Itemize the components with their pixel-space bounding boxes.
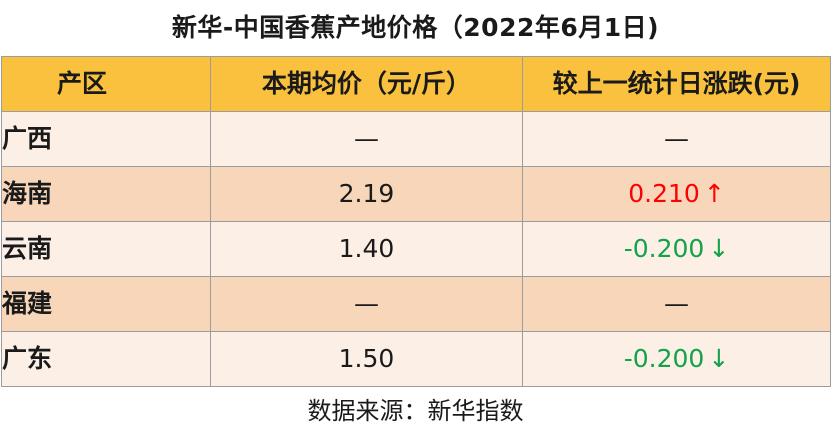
change-value: -0.200: [623, 234, 705, 263]
change-cell: 0.210 ↑: [522, 166, 831, 222]
table-row: 海南 2.19 0.210 ↑: [1, 166, 831, 222]
region-cell: 广西: [1, 111, 211, 167]
arrow-down-icon: ↓: [708, 234, 730, 263]
change-cell: -0.200 ↓: [522, 221, 831, 277]
price-cell: —: [210, 111, 523, 167]
arrow-up-icon: ↑: [703, 179, 725, 208]
price-cell: 2.19: [210, 166, 523, 222]
region-cell: 海南: [1, 166, 211, 222]
table-header-row: 产区 本期均价（元/斤） 较上一统计日涨跌(元): [1, 56, 831, 112]
page-title: 新华-中国香蕉产地价格（2022年6月1日): [171, 13, 660, 42]
table-row: 广东 1.50 -0.200 ↓: [1, 331, 831, 387]
header-region: 产区: [1, 56, 211, 112]
price-cell: —: [210, 276, 523, 332]
change-value: 0.210: [628, 179, 700, 208]
change-cell: —: [522, 276, 831, 332]
table-row: 广西 — —: [1, 111, 831, 167]
change-value: -0.200: [623, 344, 705, 373]
arrow-down-icon: ↓: [708, 344, 730, 373]
price-table: 产区 本期均价（元/斤） 较上一统计日涨跌(元) 广西 — — 海南 2.19 …: [1, 56, 831, 387]
table-row: 云南 1.40 -0.200 ↓: [1, 221, 831, 277]
change-cell: -0.200 ↓: [522, 331, 831, 387]
change-value: —: [664, 289, 689, 318]
price-cell: 1.50: [210, 331, 523, 387]
price-cell: 1.40: [210, 221, 523, 277]
source-note: 数据来源：新华指数: [307, 397, 524, 425]
header-change: 较上一统计日涨跌(元): [522, 56, 831, 112]
region-cell: 广东: [1, 331, 211, 387]
table-row: 福建 — —: [1, 276, 831, 332]
change-cell: —: [522, 111, 831, 167]
region-cell: 福建: [1, 276, 211, 332]
region-cell: 云南: [1, 221, 211, 277]
change-value: —: [664, 124, 689, 153]
header-price: 本期均价（元/斤）: [210, 56, 523, 112]
